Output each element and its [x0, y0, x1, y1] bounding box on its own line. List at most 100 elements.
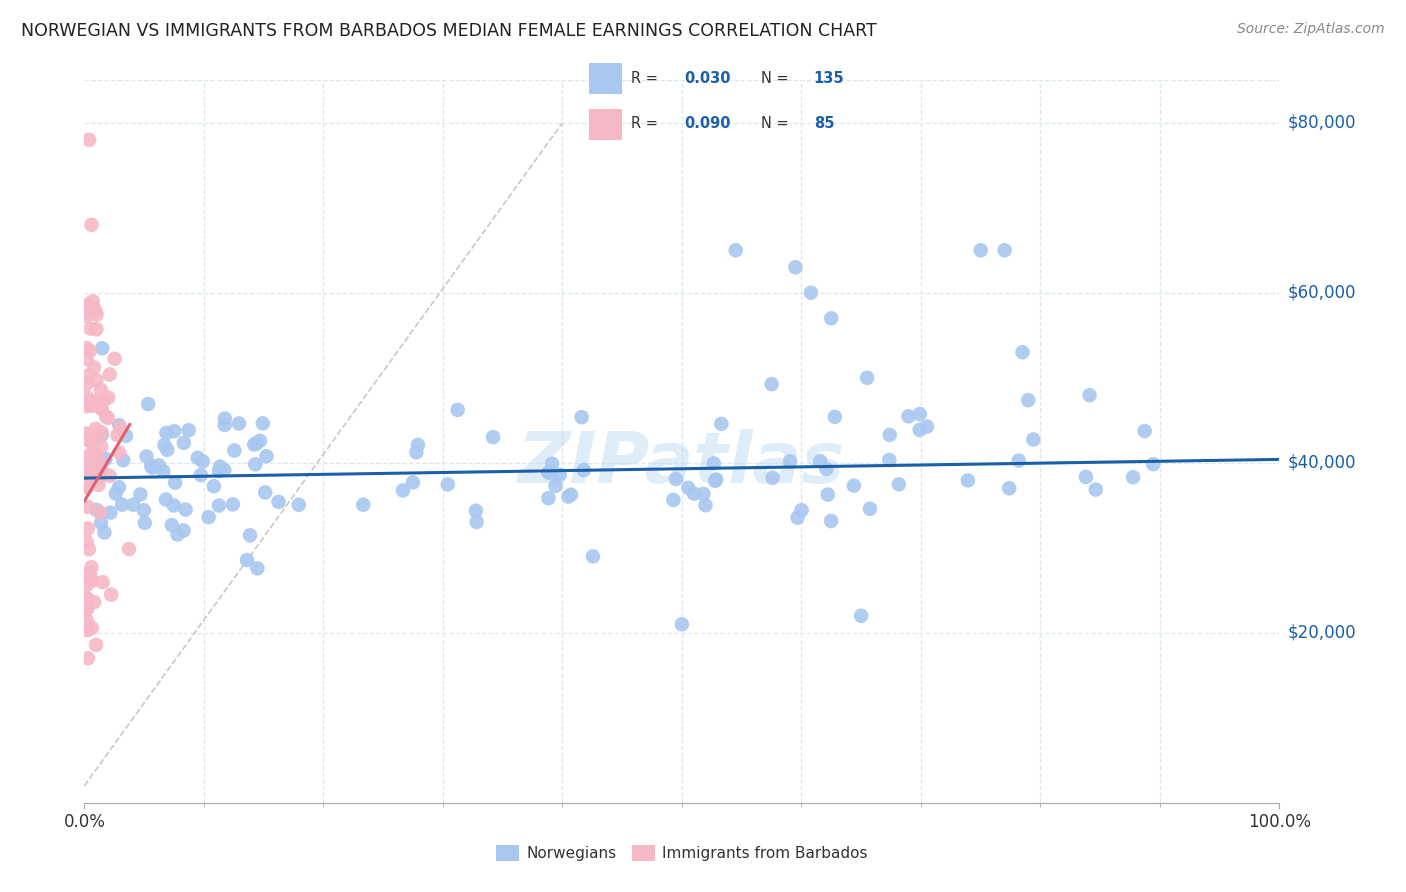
Text: Source: ZipAtlas.com: Source: ZipAtlas.com: [1237, 22, 1385, 37]
Point: [165, 475, 187, 490]
Point: [541, 457, 564, 471]
Point: [177, 423, 200, 437]
Point: [108, 480, 131, 494]
Point: [779, 454, 801, 468]
Point: [1017, 393, 1039, 408]
Point: [704, 474, 727, 488]
Point: [859, 501, 882, 516]
Point: [90, 425, 112, 440]
Point: [790, 503, 813, 517]
Point: [135, 450, 157, 464]
Text: N =: N =: [761, 71, 793, 87]
Point: [249, 434, 271, 448]
Point: [86, 503, 108, 517]
Text: $40,000: $40,000: [1288, 454, 1357, 472]
Point: [90, 440, 112, 454]
Point: [1011, 345, 1033, 359]
Point: [80, 218, 103, 232]
Point: [405, 445, 427, 459]
Point: [79, 570, 101, 584]
Text: $20,000: $20,000: [1288, 624, 1357, 642]
Point: [214, 417, 236, 432]
Point: [214, 411, 236, 425]
Point: [173, 524, 195, 538]
Point: [80, 574, 103, 588]
Point: [897, 409, 920, 424]
Point: [76, 623, 98, 637]
Point: [155, 492, 177, 507]
Point: [785, 260, 807, 275]
Point: [678, 481, 700, 495]
Point: [856, 371, 879, 385]
Point: [970, 244, 993, 258]
Point: [76, 472, 98, 486]
Point: [84, 638, 107, 652]
Point: [817, 487, 839, 501]
Point: [572, 463, 595, 477]
Text: $60,000: $60,000: [1288, 284, 1357, 301]
Point: [761, 471, 783, 485]
Point: [76, 522, 98, 536]
Point: [80, 434, 103, 449]
Point: [76, 341, 98, 355]
Point: [79, 434, 101, 448]
Point: [155, 425, 177, 440]
Point: [76, 602, 98, 616]
Point: [187, 450, 209, 465]
Point: [104, 486, 127, 500]
Point: [239, 528, 262, 542]
Point: [91, 341, 114, 355]
Point: [842, 478, 865, 492]
Point: [87, 478, 110, 492]
Point: [77, 542, 100, 557]
Point: [465, 515, 488, 529]
Point: [80, 473, 103, 487]
Point: [80, 447, 103, 461]
Point: [352, 498, 374, 512]
Point: [148, 458, 170, 473]
Point: [571, 410, 593, 425]
Point: [93, 525, 115, 540]
Point: [998, 481, 1021, 495]
Point: [724, 244, 747, 258]
Point: [228, 417, 250, 431]
Point: [76, 591, 98, 606]
Point: [112, 453, 135, 467]
Point: [76, 481, 98, 495]
Point: [166, 527, 188, 541]
Point: [267, 495, 290, 509]
Point: [815, 462, 838, 476]
Text: 0.090: 0.090: [683, 116, 730, 131]
Point: [139, 458, 162, 473]
Point: [392, 483, 415, 498]
Point: [90, 461, 112, 475]
Point: [191, 454, 214, 468]
Point: [76, 578, 98, 592]
Point: [90, 401, 112, 415]
Point: [108, 421, 131, 435]
Point: [90, 516, 112, 530]
Point: [695, 498, 717, 512]
Point: [212, 463, 235, 477]
Point: [447, 402, 470, 417]
Point: [582, 549, 605, 564]
Point: [76, 599, 98, 613]
Point: [84, 302, 107, 317]
Point: [76, 426, 98, 441]
Point: [76, 298, 98, 312]
Point: [83, 595, 105, 609]
Point: [86, 322, 108, 336]
Point: [100, 506, 122, 520]
Point: [105, 428, 128, 442]
Point: [141, 460, 163, 475]
Point: [1084, 483, 1107, 497]
Point: [152, 464, 174, 478]
Point: [544, 479, 567, 493]
Point: [76, 620, 98, 634]
Point: [671, 617, 693, 632]
Point: [287, 498, 309, 512]
Point: [111, 498, 134, 512]
Point: [710, 417, 733, 431]
Text: NORWEGIAN VS IMMIGRANTS FROM BARBADOS MEDIAN FEMALE EARNINGS CORRELATION CHART: NORWEGIAN VS IMMIGRANTS FROM BARBADOS ME…: [21, 22, 877, 40]
Point: [76, 390, 98, 404]
